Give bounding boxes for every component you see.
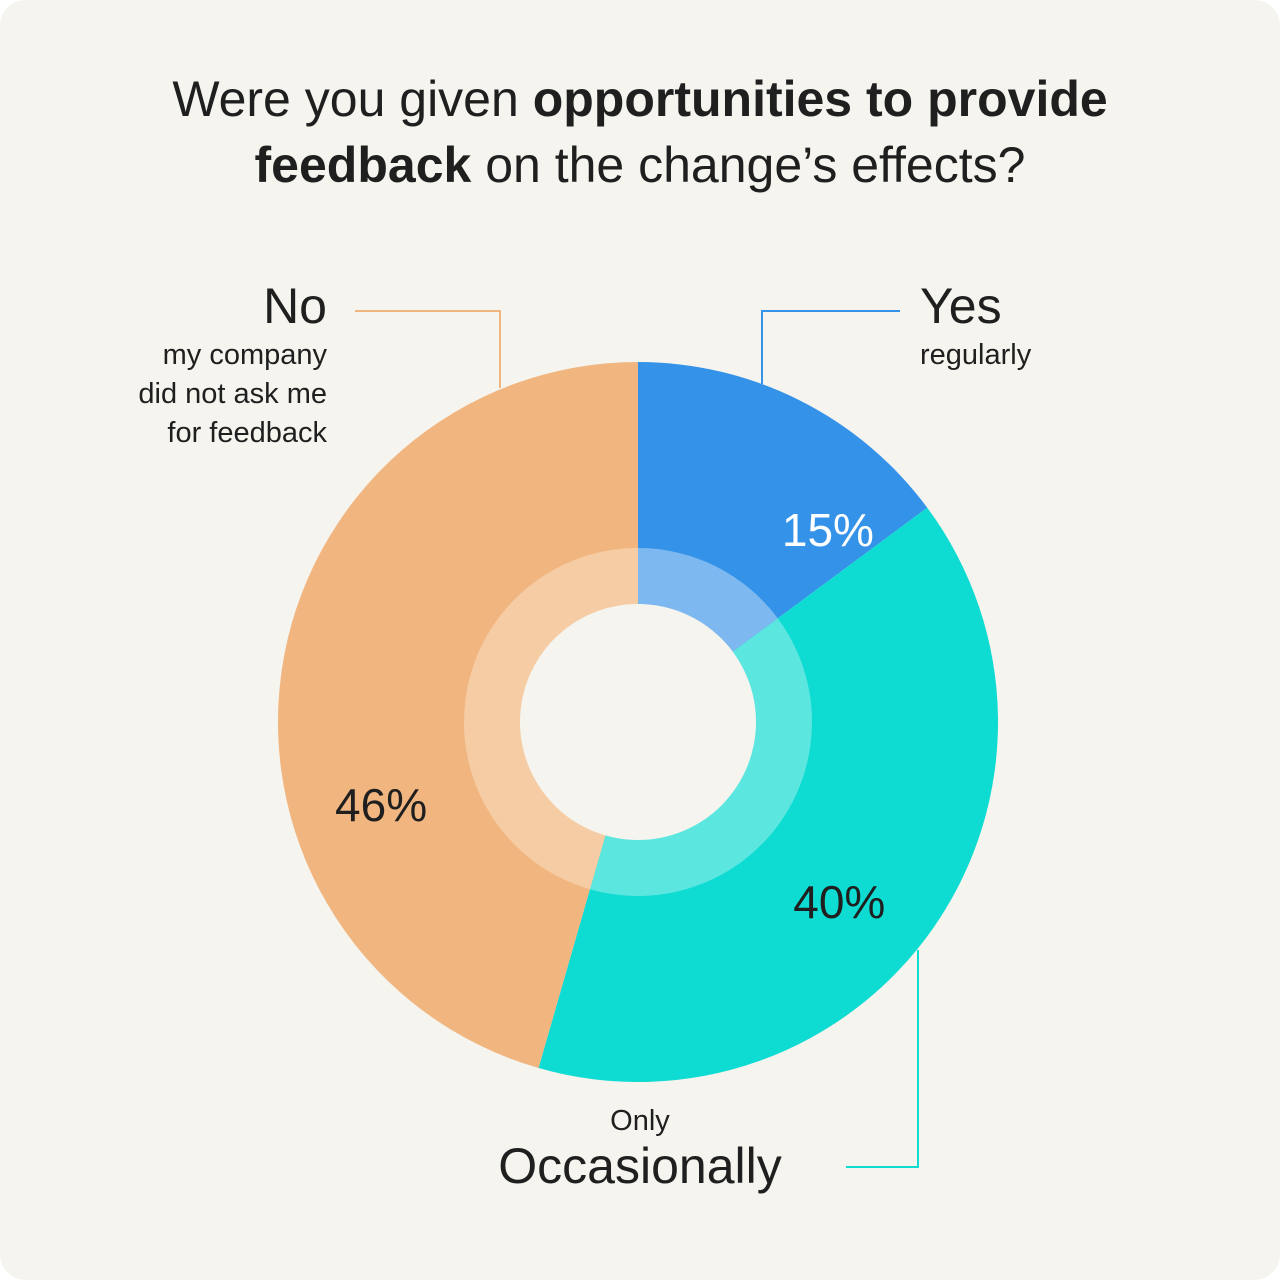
leader-line-occasionally [846, 950, 919, 1168]
value-label-occasionally: 40% [793, 876, 885, 928]
value-label-no: 46% [335, 779, 427, 831]
title-part-2: on the change’s effects? [471, 137, 1026, 193]
label-yes: Yes [920, 278, 1002, 334]
value-label-yes: 15% [782, 504, 874, 556]
label-no-sub-3: for feedback [167, 417, 327, 449]
donut-hole [520, 604, 756, 840]
label-yes-sub: regularly [920, 339, 1032, 371]
leader-line-no [355, 310, 501, 388]
label-no: No [263, 278, 327, 334]
title-bold-1: opportunities to provide [532, 71, 1108, 127]
label-occasionally-pre: Only [610, 1105, 670, 1137]
title-bold-2: feedback [254, 137, 472, 193]
label-no-sub-2: did not ask me [138, 378, 327, 410]
title-part-1: Were you given [172, 71, 533, 127]
slice-no [277, 361, 638, 1068]
label-no-sub-1: my company [162, 339, 327, 371]
chart-title: Were you given opportunities to provide f… [80, 66, 1200, 198]
leader-line-yes [761, 310, 900, 384]
label-occasionally: Occasionally [498, 1138, 782, 1194]
